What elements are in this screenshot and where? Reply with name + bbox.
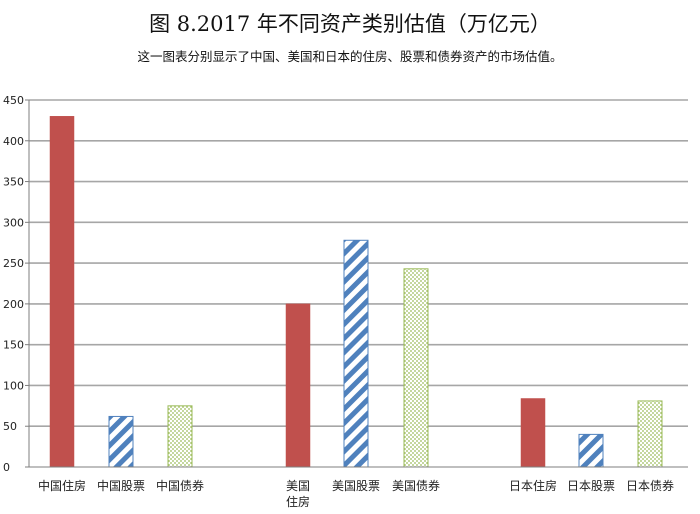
- bar-housing: [49, 116, 75, 468]
- x-category-label: 美国债券: [392, 478, 440, 493]
- y-tick-label: 450: [3, 94, 24, 107]
- y-tick-label: 100: [3, 379, 24, 392]
- y-tick-label: 350: [3, 176, 24, 189]
- chart-subtitle: 这一图表分别显示了中国、美国和日本的住房、股票和债券资产的市场估值。: [137, 49, 563, 64]
- x-category-label: 中国住房: [38, 478, 86, 493]
- bar-bonds: [637, 400, 663, 468]
- x-category-label: 中国股票: [97, 478, 145, 493]
- chart-title: 图 8.2017 年不同资产类别估值（万亿元）: [149, 12, 551, 36]
- y-tick-label: 250: [3, 257, 24, 270]
- y-tick-label: 300: [3, 216, 24, 229]
- y-tick-label: 50: [3, 420, 17, 433]
- y-tick-label: 0: [3, 461, 10, 474]
- bar-bonds: [403, 268, 429, 468]
- x-category-label: 日本债券: [626, 478, 674, 493]
- bar-stocks: [343, 239, 369, 468]
- category-labels: 中国住房 中国股票 中国债券 美国住房 美国股票 美国债券 日本住房 日本股票 日本债券: [38, 478, 674, 509]
- bar-housing: [520, 398, 546, 468]
- x-category-label: 中国债券: [156, 478, 204, 493]
- x-category-label: 美国住房: [286, 479, 310, 509]
- axes: [28, 100, 688, 468]
- x-category-label: 日本股票: [567, 479, 615, 493]
- x-category-label: 日本住房: [509, 478, 557, 493]
- bar-housing: [285, 303, 311, 468]
- y-tick-labels: 0 50 100 150 200 250 300 350 400 450: [3, 94, 24, 474]
- x-category-label: 美国股票: [332, 479, 380, 493]
- bars: [49, 116, 663, 468]
- y-tick-label: 400: [3, 135, 24, 148]
- y-tick-label: 150: [3, 339, 24, 352]
- bar-bonds: [167, 405, 193, 468]
- y-tick-label: 200: [3, 298, 24, 311]
- bar-stocks: [108, 415, 134, 468]
- bar-stocks: [578, 433, 604, 468]
